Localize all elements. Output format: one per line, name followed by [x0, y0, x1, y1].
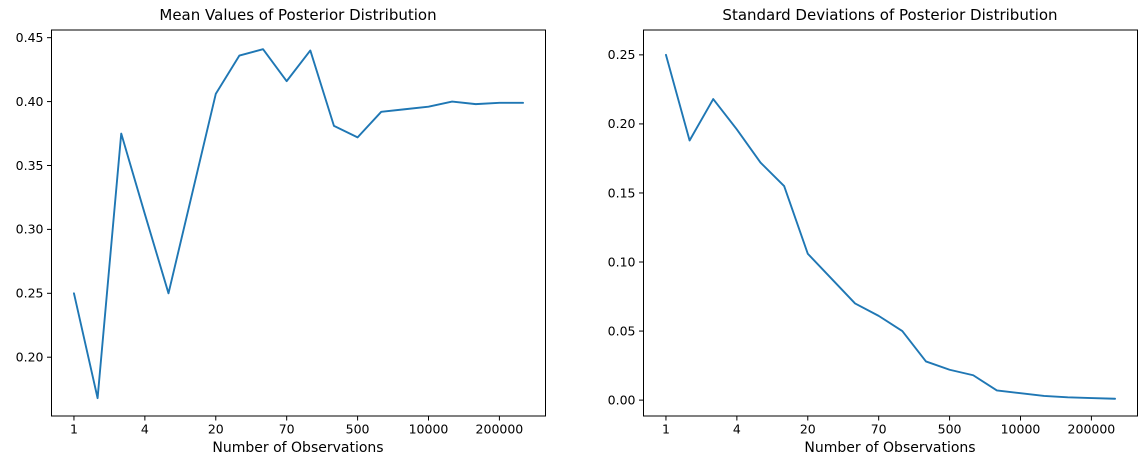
x-tick-label: 500: [938, 422, 962, 437]
axes-spines: [51, 29, 546, 417]
x-tick-label: 20: [800, 422, 816, 437]
y-tick-label: 0.20: [16, 350, 44, 365]
x-tick-label: 20: [208, 422, 224, 437]
x-tick-label: 4: [733, 422, 741, 437]
x-axis-label-std-chart: Number of Observations: [804, 440, 976, 456]
axes-0: 0.20 0.25 0.30 0.35 0.40 0.45 1 4 20 70 500 10000 20…: [16, 29, 546, 437]
x-tick-label: 10000: [1001, 422, 1041, 437]
y-tick-label: 0.35: [16, 158, 44, 173]
axes-1: 0.00 0.05 0.10 0.15 0.20 0.25 1 4 20 70 500 10000 20…: [608, 29, 1138, 437]
x-tick-label: 70: [871, 422, 887, 437]
x-tick-label: 10000: [409, 422, 449, 437]
x-tick-label: 500: [346, 422, 370, 437]
y-tick-label: 0.40: [16, 94, 44, 109]
y-tick-label: 0.15: [608, 185, 636, 200]
x-tick-label: 1: [662, 422, 670, 437]
x-tick-label: 200000: [1068, 422, 1116, 437]
x-tick-label: 1: [70, 422, 78, 437]
y-tick-label: 0.00: [608, 392, 636, 407]
y-tick-label: 0.45: [16, 30, 44, 45]
series-line: [72, 48, 524, 400]
x-tick-label: 200000: [476, 422, 524, 437]
y-tick-label: 0.10: [608, 254, 636, 269]
y-tick-label: 0.20: [608, 116, 636, 131]
x-tick-label: 4: [141, 422, 149, 437]
y-tick-label: 0.25: [16, 286, 44, 301]
x-axis-label-mean-chart: Number of Observations: [212, 440, 384, 456]
y-tick-label: 0.30: [16, 222, 44, 237]
y-tick-label: 0.25: [608, 47, 636, 62]
y-tick-label: 0.05: [608, 323, 636, 338]
axes-spines: [643, 29, 1138, 417]
chart-title-mean-values: Mean Values of Posterior Distribution: [159, 6, 437, 24]
series-line: [665, 53, 1117, 400]
chart-title-standard-deviations: Standard Deviations of Posterior Distrib…: [722, 6, 1058, 24]
x-tick-label: 70: [279, 422, 295, 437]
